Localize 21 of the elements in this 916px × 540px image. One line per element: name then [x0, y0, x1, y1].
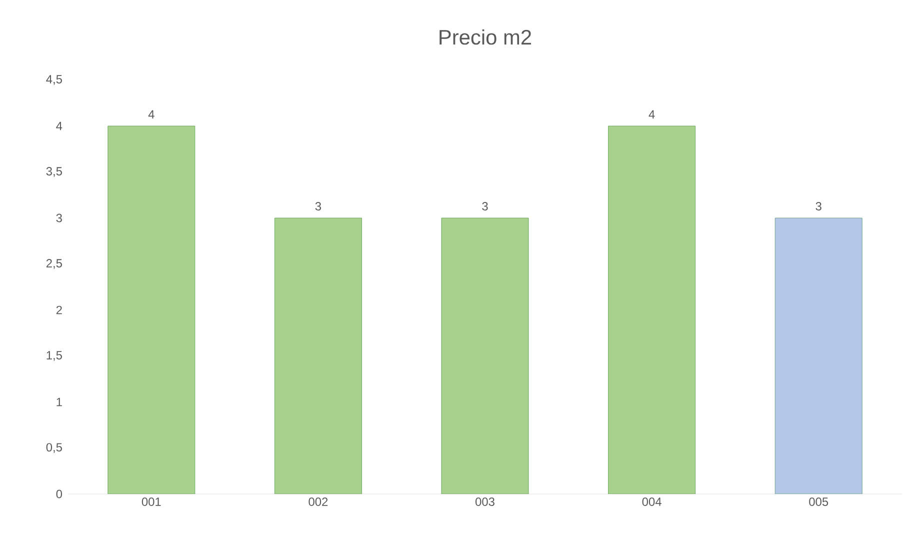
data-label: 3 [315, 202, 322, 210]
y-tick-label: 4 [56, 122, 62, 130]
data-label: 4 [648, 110, 655, 118]
x-tick-label: 004 [642, 498, 662, 506]
y-tick-label: 1,5 [46, 351, 62, 361]
y-tick-label: 3 [56, 214, 62, 222]
y-tick-label: 0,5 [46, 443, 62, 453]
x-tick-label: 003 [476, 498, 494, 506]
data-label: 3 [482, 202, 488, 210]
y-tick-label: 0 [56, 490, 62, 498]
chart-title: Precio m2 [440, 29, 532, 45]
y-tick-label: 2 [56, 306, 62, 314]
x-tick-label: 001 [142, 498, 161, 506]
x-tick-label: 002 [308, 498, 328, 506]
data-label: 4 [148, 110, 154, 118]
y-tick-label: 3,5 [46, 167, 62, 177]
y-tick-label: 2,5 [46, 259, 62, 269]
y-tick-label: 1 [56, 398, 62, 406]
x-tick-label: 005 [809, 498, 828, 506]
y-tick-label: 4,5 [46, 75, 62, 85]
data-label: 3 [816, 202, 822, 210]
